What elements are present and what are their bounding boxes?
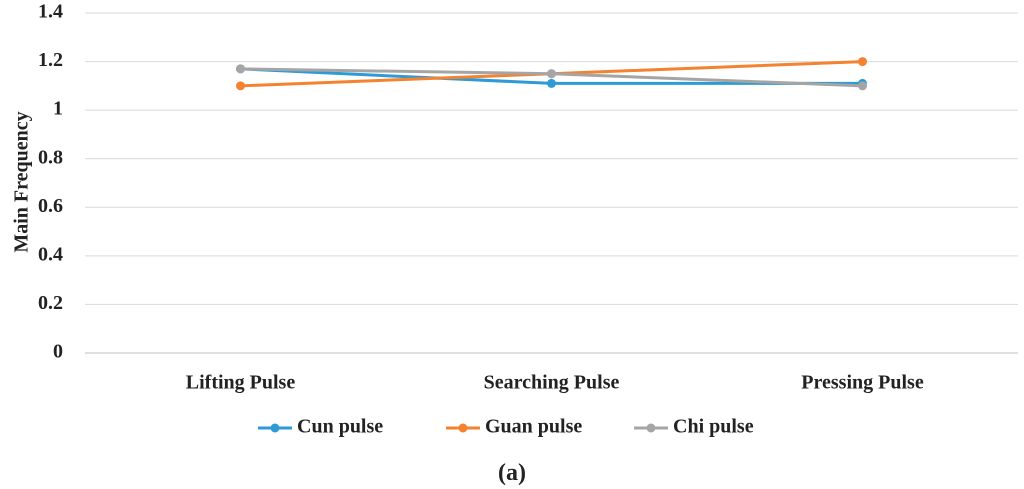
legend: Cun pulse Guan pulse Chi pulse (258, 416, 754, 438)
x-axis-category-labels: Lifting Pulse Searching Pulse Pressing Pul… (186, 372, 924, 394)
x-category-label: Lifting Pulse (186, 372, 296, 394)
y-tick-label: 1 (53, 98, 63, 120)
y-tick-label: 0 (53, 341, 63, 363)
data-point (236, 81, 245, 91)
legend-label: Cun pulse (297, 416, 383, 438)
caption-close-paren: ) (518, 460, 526, 486)
y-tick-label: 1.4 (38, 1, 63, 23)
data-point (547, 78, 556, 88)
y-tick-label: 0.4 (38, 243, 63, 265)
legend-item: Cun pulse (258, 416, 383, 438)
data-series (236, 57, 867, 91)
figure-caption: (a) (498, 460, 526, 486)
y-tick-label: 1.2 (38, 49, 63, 71)
y-tick-label: 0.6 (38, 195, 63, 217)
y-axis-title: Main Frequency (11, 111, 33, 252)
legend-swatch-marker (646, 423, 656, 433)
series-chi-pulse (236, 64, 867, 91)
legend-swatch-marker (458, 423, 468, 433)
legend-item: Guan pulse (446, 416, 582, 438)
data-point (547, 69, 556, 79)
data-point (236, 64, 245, 74)
legend-label: Guan pulse (485, 416, 582, 438)
y-tick-label: 0.8 (38, 146, 63, 168)
y-axis-tick-labels: 0 0.2 0.4 0.6 0.8 1 1.2 1.4 (38, 1, 63, 363)
legend-item: Chi pulse (634, 416, 754, 438)
legend-label: Chi pulse (673, 416, 754, 438)
legend-swatch-marker (270, 423, 280, 433)
data-point (858, 81, 867, 91)
gridlines (85, 12, 1018, 354)
caption-open-paren: ( (498, 460, 506, 486)
x-category-label: Pressing Pulse (801, 372, 924, 394)
y-tick-label: 0.2 (38, 292, 63, 314)
data-point (858, 57, 867, 67)
x-category-label: Searching Pulse (484, 372, 620, 394)
caption-letter: a (506, 460, 518, 486)
